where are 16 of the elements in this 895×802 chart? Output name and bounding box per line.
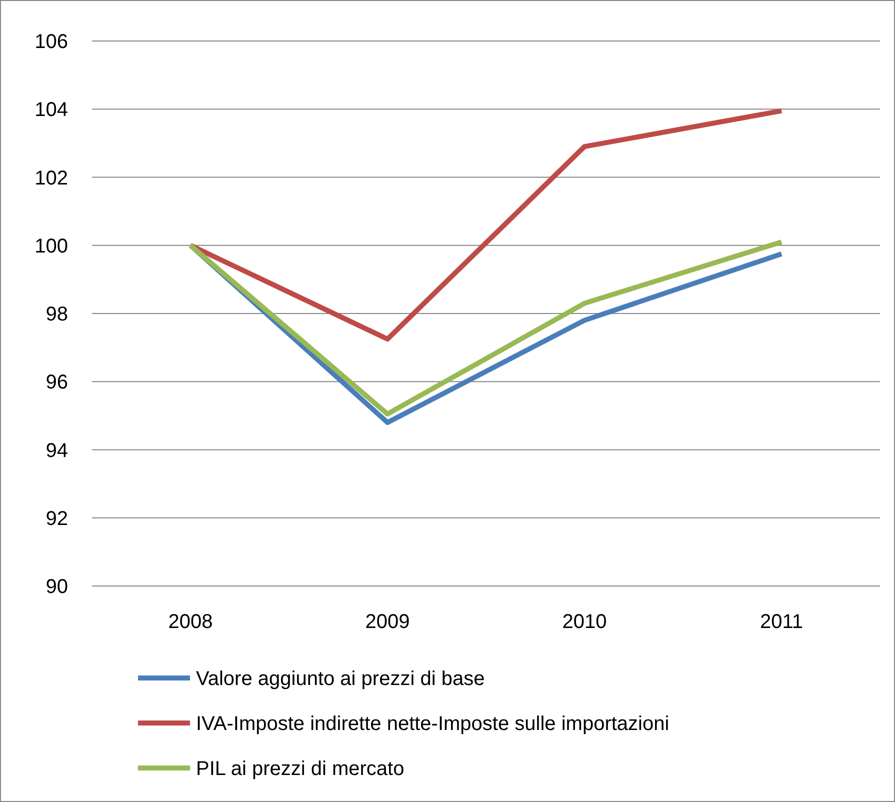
y-tick-label: 98	[46, 304, 68, 326]
y-tick-label: 92	[46, 508, 68, 530]
y-tick-label: 96	[46, 372, 68, 394]
legend-label: IVA-Imposte indirette nette-Imposte sulle importazioni	[196, 713, 670, 735]
y-tick-label: 102	[34, 167, 68, 190]
y-tick-label: 100	[34, 235, 68, 258]
y-tick-label: 90	[46, 576, 68, 598]
x-tick-label: 2009	[365, 611, 410, 633]
x-tick-label: 2010	[562, 611, 607, 633]
y-tick-label: 104	[34, 99, 68, 122]
x-tick-label: 2011	[760, 611, 804, 633]
y-tick-label: 94	[46, 440, 68, 462]
legend-label: PIL ai prezzi di mercato	[196, 758, 404, 780]
y-tick-label: 106	[34, 31, 68, 53]
legend-label: Valore aggiunto ai prezzi di base	[196, 668, 485, 690]
x-tick-label: 2008	[168, 611, 213, 633]
